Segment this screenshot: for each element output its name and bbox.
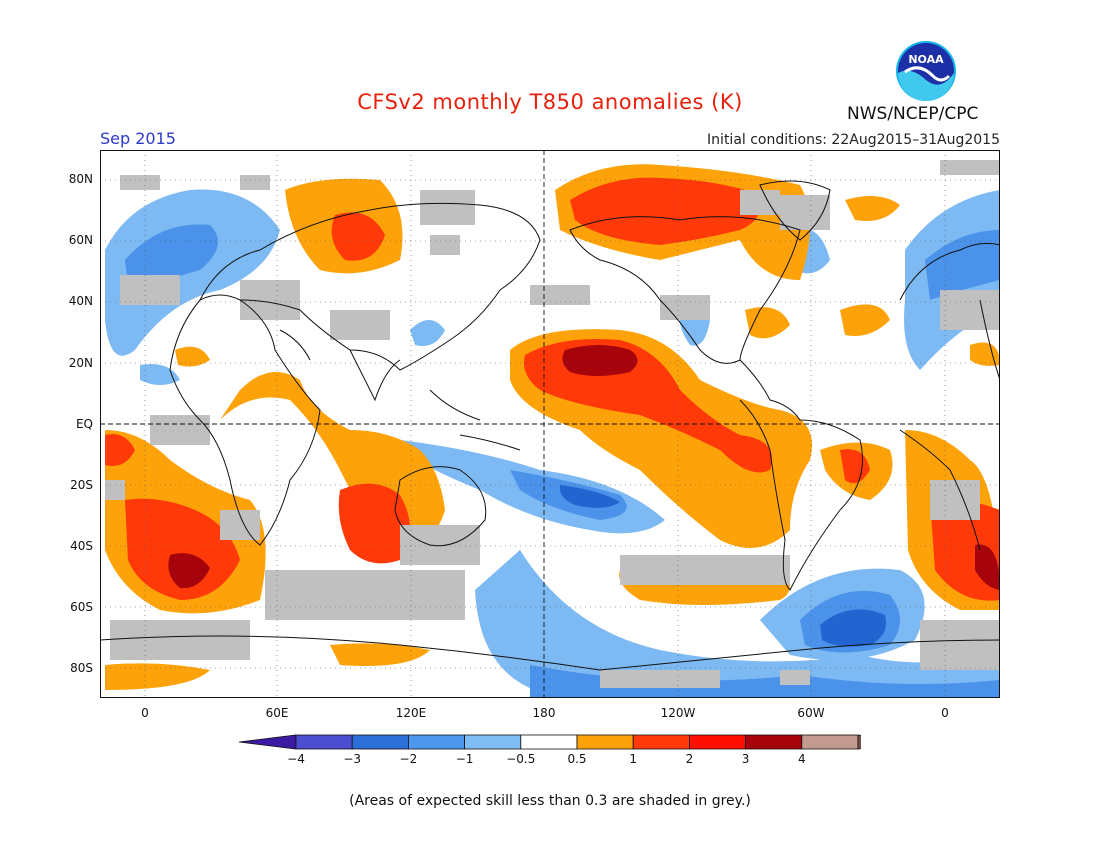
- noaa-logo: NOAA: [896, 41, 956, 101]
- colorbar-tick-label: 1: [629, 752, 638, 766]
- colorbar-tick-label: 3: [741, 752, 750, 766]
- map-frame: [100, 150, 1000, 698]
- colorbar-tick-label: −4: [287, 752, 305, 766]
- negative-anomaly-regions: [105, 189, 1000, 698]
- colorbar-segment: [295, 734, 353, 750]
- lat-label: 60S: [70, 600, 93, 614]
- lat-label: 60N: [68, 233, 93, 247]
- colorbar-tick-label: −1: [455, 752, 474, 766]
- low-skill-grey-regions: [105, 160, 1000, 688]
- colorbar-tick-label: 4: [797, 752, 806, 766]
- colorbar-segment: [407, 734, 465, 750]
- colorbar-segment: [576, 734, 634, 750]
- lon-label: 0: [941, 706, 949, 720]
- initial-conditions: Initial conditions: 22Aug2015–31Aug2015: [707, 132, 1000, 148]
- colorbar-segment: [688, 734, 746, 750]
- colorbar-segment: [801, 734, 859, 750]
- colorbar-arrow-low: [239, 734, 297, 750]
- lat-label: 20N: [68, 356, 93, 370]
- anomaly-map: [100, 150, 1000, 698]
- lon-label: 0: [141, 706, 149, 720]
- colorbar-segment: [632, 734, 690, 750]
- colorbar-tick-label: 0.5: [567, 752, 587, 766]
- colorbar-arrow-high: [857, 734, 861, 750]
- colorbar-segment: [464, 734, 522, 750]
- lat-label: EQ: [75, 417, 93, 431]
- coastlines: [100, 180, 1000, 671]
- lat-label: 40N: [68, 294, 93, 308]
- colorbar-tick-label: −3: [343, 752, 362, 766]
- lat-label: 20S: [70, 478, 93, 492]
- lat-label: 80S: [70, 661, 93, 675]
- colorbar-tick-label: 2: [685, 752, 694, 766]
- equator-dateline: [100, 150, 1000, 698]
- lon-label: 120E: [395, 706, 427, 720]
- colorbar-segment: [520, 734, 578, 750]
- colorbar-segment: [351, 734, 409, 750]
- positive-anomaly-regions: [105, 164, 1000, 690]
- organization-label: NWS/NCEP/CPC: [847, 104, 979, 124]
- lon-label: 120W: [660, 706, 696, 720]
- forecast-period: Sep 2015: [100, 129, 176, 148]
- lon-label: 60E: [265, 706, 289, 720]
- lon-label: 180: [532, 706, 556, 720]
- colorbar-segment: [745, 734, 803, 750]
- colorbar-tick-label: −2: [399, 752, 418, 766]
- lat-label: 40S: [70, 539, 93, 553]
- colorbar-tick-label: −0.5: [506, 752, 536, 766]
- chart-title: CFSv2 monthly T850 anomalies (K): [357, 90, 743, 114]
- lon-label: 60W: [797, 706, 825, 720]
- footnote: (Areas of expected skill less than 0.3 a…: [349, 793, 751, 809]
- colorbar: [239, 734, 861, 750]
- lat-lon-grid: [100, 150, 1000, 698]
- logo-text: NOAA: [908, 53, 944, 66]
- lat-label: 80N: [68, 172, 93, 186]
